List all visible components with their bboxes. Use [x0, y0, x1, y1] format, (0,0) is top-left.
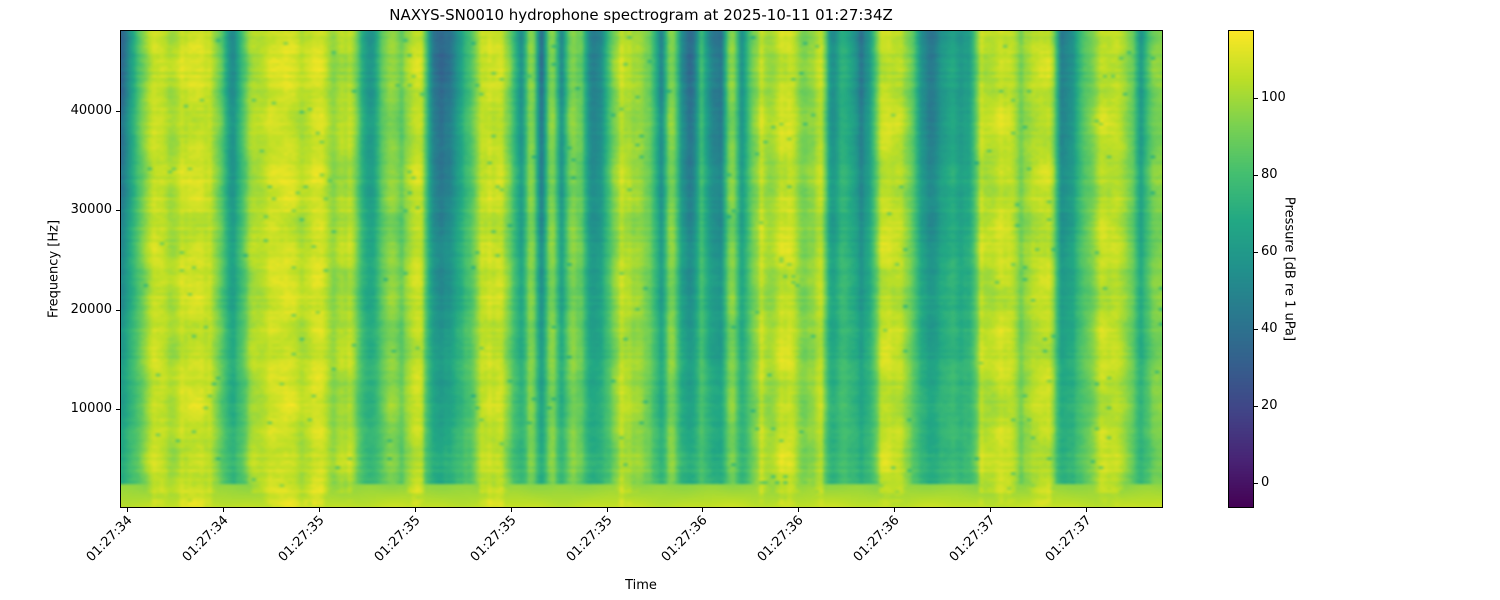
x-tick-mark: [702, 508, 704, 512]
y-tick-mark: [116, 408, 120, 410]
y-tick-mark: [116, 111, 120, 113]
colorbar-tick-label: 80: [1261, 167, 1278, 183]
colorbar-tick-label: 0: [1261, 474, 1270, 490]
colorbar-tick-mark: [1254, 175, 1258, 177]
colorbar-tick-label: 20: [1261, 398, 1278, 413]
x-tick-mark: [1086, 508, 1088, 512]
colorbar-tick-mark: [1254, 406, 1258, 407]
x-tick-mark: [990, 508, 992, 512]
x-tick-label: 01:27:34: [83, 513, 136, 565]
x-axis-label: Time: [625, 578, 657, 593]
y-tick-label: 10000: [70, 400, 112, 416]
colorbar-tick-label: 60: [1261, 244, 1278, 260]
y-tick-label: 20000: [70, 301, 112, 317]
x-tick-mark: [798, 508, 800, 512]
colorbar-gradient: [1228, 30, 1254, 508]
x-tick-mark: [126, 508, 128, 512]
y-tick-label: 30000: [70, 202, 112, 218]
y-tick-label: 40000: [70, 103, 112, 119]
spectrogram-heatmap: [120, 30, 1163, 508]
x-tick-mark: [222, 508, 224, 512]
colorbar-tick-label: 100: [1261, 90, 1286, 106]
colorbar-tick-mark: [1254, 329, 1258, 331]
y-tick-mark: [116, 309, 120, 311]
colorbar-tick-mark: [1254, 98, 1258, 100]
colorbar-label: Pressure [dB re 1 uPa]: [1281, 196, 1297, 342]
x-tick-mark: [318, 508, 320, 512]
x-tick-mark: [510, 508, 512, 512]
y-tick-mark: [116, 210, 120, 212]
x-tick-mark: [414, 508, 416, 512]
colorbar-tick-mark: [1254, 482, 1258, 484]
x-tick-mark: [894, 508, 896, 512]
x-tick-mark: [606, 508, 608, 512]
colorbar-tick-mark: [1254, 252, 1258, 254]
colorbar-tick-label: 40: [1261, 321, 1278, 337]
chart-title: NAXYS-SN0010 hydrophone spectrogram at 2…: [389, 6, 893, 24]
